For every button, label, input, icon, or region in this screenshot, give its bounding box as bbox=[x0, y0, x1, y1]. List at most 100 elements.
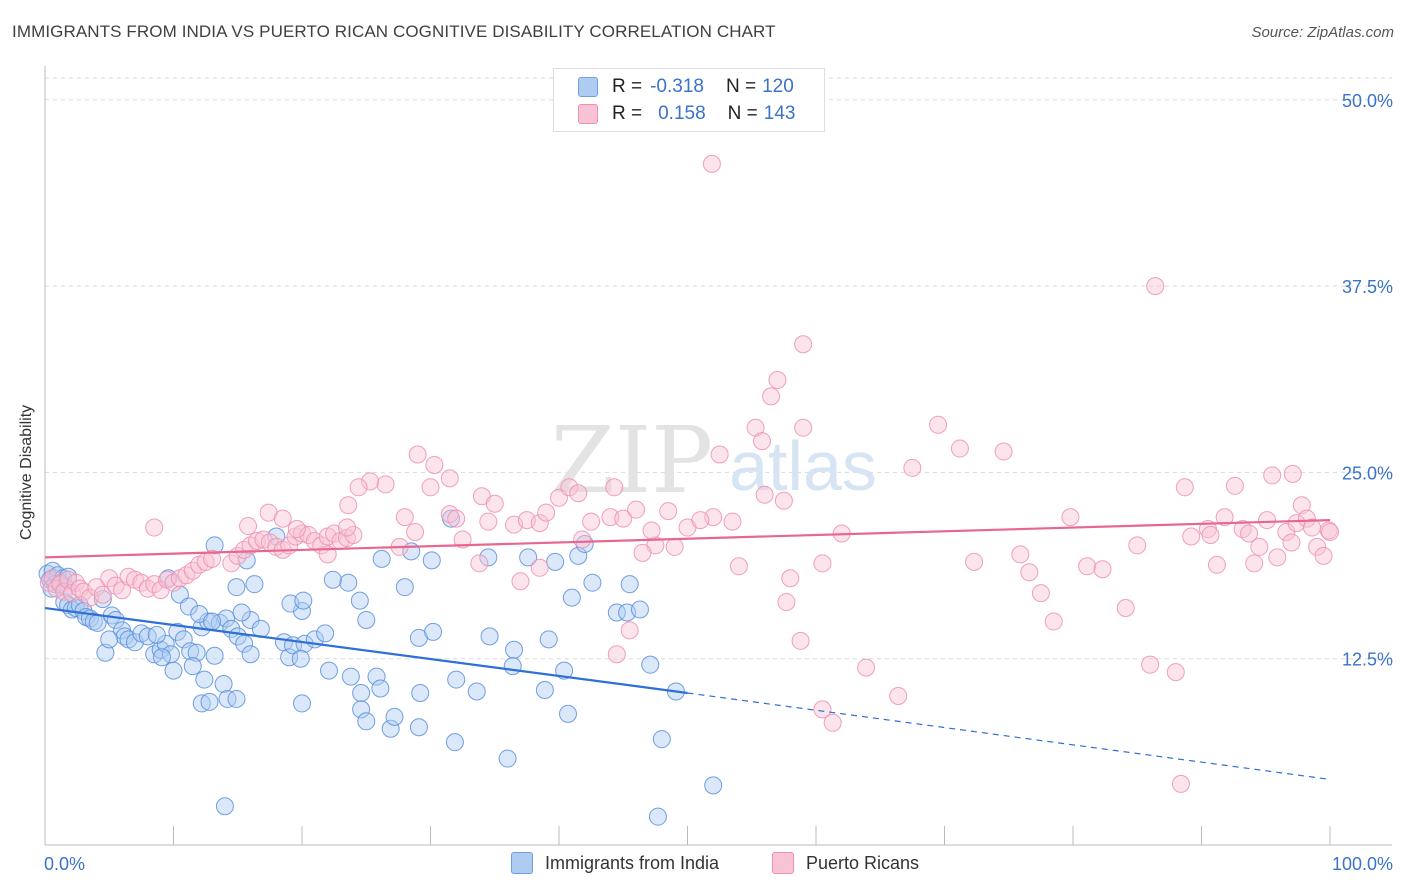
point-puerto-rican bbox=[1044, 612, 1063, 631]
point-puerto-rican bbox=[1314, 546, 1333, 565]
point-puerto-rican bbox=[421, 478, 440, 497]
legend-r-label: R = bbox=[612, 103, 643, 124]
point-puerto-rican bbox=[395, 508, 414, 527]
point-puerto-rican bbox=[222, 554, 241, 573]
point-india bbox=[203, 612, 222, 631]
point-puerto-rican bbox=[710, 445, 729, 464]
point-puerto-rican bbox=[813, 554, 832, 573]
series-legend-india[interactable]: Immigrants from India bbox=[511, 852, 719, 874]
point-india bbox=[227, 689, 246, 708]
point-puerto-rican bbox=[537, 503, 556, 522]
point-puerto-rican bbox=[813, 700, 832, 719]
point-india bbox=[445, 733, 464, 752]
point-india bbox=[294, 591, 313, 610]
point-india bbox=[352, 700, 371, 719]
series-legend-puerto-rican[interactable]: Puerto Ricans bbox=[772, 852, 919, 874]
y-axis-label: Cognitive Disability bbox=[18, 404, 35, 540]
point-india bbox=[192, 694, 211, 713]
point-india bbox=[562, 588, 581, 607]
point-india bbox=[372, 549, 391, 568]
point-puerto-rican bbox=[93, 585, 112, 604]
point-india bbox=[151, 640, 170, 659]
legend-r-value: -0.318 bbox=[650, 76, 704, 97]
point-puerto-rican bbox=[1297, 509, 1316, 528]
point-puerto-rican bbox=[1268, 548, 1287, 567]
point-puerto-rican bbox=[573, 530, 592, 549]
point-india bbox=[187, 643, 206, 662]
point-puerto-rican bbox=[702, 154, 721, 173]
point-india bbox=[447, 670, 466, 689]
point-india bbox=[316, 624, 335, 643]
trend-line-india bbox=[44, 606, 688, 695]
legend-row-puerto-rican: R = 0.158 N = 143 bbox=[578, 101, 795, 127]
point-puerto-rican bbox=[1166, 663, 1185, 682]
point-puerto-rican bbox=[344, 526, 363, 544]
point-puerto-rican bbox=[903, 458, 922, 477]
point-india bbox=[214, 675, 233, 694]
point-puerto-rican bbox=[485, 494, 504, 513]
point-puerto-rican bbox=[1292, 496, 1311, 515]
point-india bbox=[641, 655, 660, 674]
point-puerto-rican bbox=[479, 512, 498, 531]
point-india bbox=[424, 622, 443, 641]
point-india bbox=[583, 573, 602, 592]
point-puerto-rican bbox=[794, 335, 813, 354]
point-india bbox=[652, 730, 671, 749]
legend-n-value: 143 bbox=[763, 103, 796, 124]
point-puerto-rican bbox=[440, 469, 459, 488]
point-puerto-rican bbox=[560, 478, 579, 497]
legend-r-label: R = bbox=[612, 76, 643, 97]
point-puerto-rican bbox=[642, 521, 661, 540]
point-puerto-rican bbox=[1175, 478, 1194, 497]
point-india bbox=[498, 749, 517, 768]
point-puerto-rican bbox=[447, 509, 466, 528]
point-puerto-rican bbox=[1116, 599, 1135, 618]
tick-labels: 12.5% 25.0% 37.5% 50.0% 0.0% 100.0% bbox=[44, 91, 1393, 874]
point-puerto-rican bbox=[1240, 524, 1259, 543]
point-puerto-rican bbox=[337, 518, 356, 537]
point-india bbox=[357, 712, 376, 731]
point-puerto-rican bbox=[1250, 537, 1269, 556]
point-puerto-rican bbox=[1283, 464, 1302, 483]
point-puerto-rican bbox=[1128, 536, 1147, 555]
point-puerto-rican bbox=[582, 512, 601, 531]
point-india bbox=[479, 548, 498, 567]
point-puerto-rican bbox=[408, 445, 427, 464]
point-puerto-rican bbox=[1093, 560, 1112, 579]
point-puerto-rican bbox=[100, 569, 119, 588]
point-india bbox=[215, 797, 234, 816]
point-india bbox=[503, 657, 522, 676]
point-india bbox=[179, 597, 198, 616]
point-india bbox=[183, 657, 202, 676]
axes bbox=[44, 66, 1392, 846]
watermark-zip: ZIP bbox=[551, 407, 713, 514]
point-puerto-rican bbox=[273, 509, 292, 528]
point-india bbox=[546, 552, 565, 571]
point-puerto-rican bbox=[950, 439, 969, 458]
point-india bbox=[245, 575, 264, 594]
point-puerto-rican bbox=[781, 569, 800, 588]
point-puerto-rican bbox=[1078, 557, 1097, 576]
point-india bbox=[168, 622, 187, 641]
point-india bbox=[205, 646, 224, 665]
y-tick-label: 50.0% bbox=[1342, 91, 1393, 111]
x-tick-label-min: 0.0% bbox=[44, 854, 85, 874]
point-india bbox=[93, 590, 112, 609]
point-india bbox=[519, 548, 538, 567]
series-label-india: Immigrants from India bbox=[545, 852, 720, 873]
point-puerto-rican bbox=[87, 578, 106, 597]
point-puerto-rican bbox=[1020, 563, 1039, 582]
point-india bbox=[96, 643, 115, 662]
point-puerto-rican bbox=[774, 491, 793, 510]
chart-title: IMMIGRANTS FROM INDIA VS PUERTO RICAN CO… bbox=[12, 22, 776, 41]
point-puerto-rican bbox=[1171, 774, 1190, 793]
y-tick-label: 37.5% bbox=[1342, 277, 1393, 297]
point-puerto-rican bbox=[994, 442, 1013, 461]
point-puerto-rican bbox=[633, 543, 652, 562]
point-india bbox=[505, 640, 524, 659]
point-puerto-rican bbox=[406, 523, 425, 542]
point-india bbox=[164, 661, 183, 680]
point-puerto-rican bbox=[723, 512, 742, 531]
point-india bbox=[319, 661, 338, 680]
